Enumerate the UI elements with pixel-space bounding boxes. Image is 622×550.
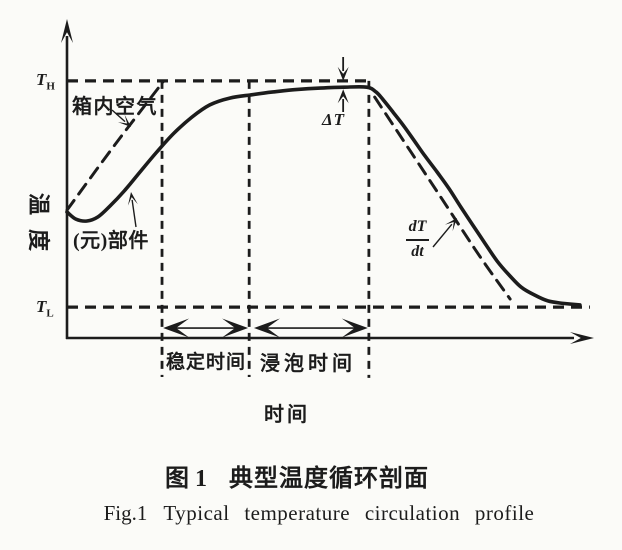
stabilization-time-label: 稳定时间: [166, 352, 247, 373]
span-right-arrowhead-0: [222, 318, 249, 338]
span-left-arrowhead-0: [163, 318, 190, 338]
ramp-rate-leader-arrowhead: [444, 218, 457, 232]
chamber-air-heating-line: [65, 80, 165, 212]
ramp-rate-denominator: dt: [411, 243, 424, 260]
delta-t-label: ΔT: [322, 110, 346, 129]
temperature-profile-chart: [61, 19, 594, 378]
component-label: (元)部件: [73, 230, 149, 252]
x-axis-arrowhead: [570, 332, 594, 344]
delta-t-lower-arrowhead: [337, 89, 349, 104]
chamber-air-leader-arrowhead: [118, 114, 131, 127]
delta-t-upper-arrowhead: [337, 66, 349, 81]
ramp-rate-numerator: dT: [405, 216, 430, 241]
caption-zh-prefix: 图 1: [165, 466, 207, 492]
ramp-rate-fraction: dT dt: [401, 216, 434, 263]
y-axis-title: 温度: [26, 193, 51, 266]
chamber-air-leader-line: [111, 109, 126, 123]
t-high-label: TH: [36, 70, 55, 93]
t-low-label: TL: [36, 297, 54, 320]
span-right-arrowhead-1: [341, 318, 368, 338]
chamber-air-label: 箱内空气: [72, 96, 158, 118]
component-leader-arrowhead: [127, 192, 138, 206]
component-curve: [65, 84, 582, 307]
caption-en-title: Typical temperature circulation profile: [163, 501, 535, 525]
soak-time-label: 浸泡时间: [260, 353, 356, 375]
span-left-arrowhead-1: [253, 318, 280, 338]
component-leader-line: [131, 199, 137, 228]
caption-en: Fig.1 Typical temperature circulation pro…: [8, 501, 622, 526]
caption-en-prefix: Fig.1: [103, 501, 148, 525]
caption-zh: 图 1 典型温度循环剖面: [0, 458, 594, 493]
chamber-air-cooling-line: [373, 95, 512, 301]
ramp-rate-leader-line: [432, 223, 453, 248]
caption-zh-title: 典型温度循环剖面: [229, 466, 429, 492]
y-axis-arrowhead: [61, 19, 73, 43]
x-axis-title: 时间: [264, 404, 310, 426]
